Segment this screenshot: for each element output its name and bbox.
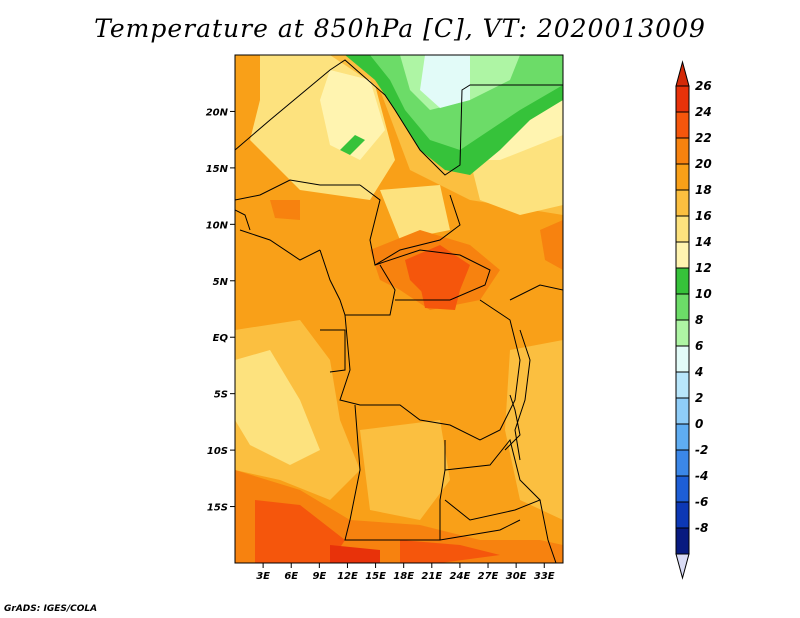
colorbar-segment <box>675 423 690 451</box>
lat-tick-label: 5N <box>213 277 229 288</box>
border-east <box>509 284 563 301</box>
colorbar-segment <box>675 111 690 139</box>
field-14-north <box>320 70 385 160</box>
lon-tick-label: 9E <box>312 571 326 582</box>
field-18-east <box>505 340 563 520</box>
lon-tick-label: 30E <box>506 571 527 582</box>
border-zambia <box>444 438 541 521</box>
lon-tick-label: 33E <box>534 571 555 582</box>
colorbar-label: 2 <box>695 391 703 405</box>
colorbar-label: 14 <box>695 235 712 249</box>
lon-tick-label: 27E <box>478 571 499 582</box>
field-16-atlantic <box>235 350 320 465</box>
colorbar-label: 16 <box>695 209 712 223</box>
border-drc <box>339 299 521 441</box>
temperature-field <box>235 55 563 563</box>
field-22-nw <box>270 200 300 220</box>
border-nigeria <box>235 179 360 201</box>
colorbar-segment <box>675 215 690 243</box>
lon-tick-label: 3E <box>256 571 270 582</box>
field-12-blob <box>340 135 365 155</box>
lon-tick-label: 24E <box>450 571 471 582</box>
lon-tick-label: 18E <box>393 571 414 582</box>
colorbar-label: 8 <box>695 313 703 327</box>
field-24-se <box>400 540 500 563</box>
colorbar-segment <box>675 241 690 269</box>
colorbar-segment <box>675 85 690 113</box>
lon-tick-label: 21E <box>421 571 442 582</box>
chart-title: Temperature at 850hPa [C], VT: 202001300… <box>94 14 706 43</box>
field-26-south <box>330 545 380 563</box>
colorbar-segment <box>675 449 690 477</box>
colorbar-segment <box>675 501 690 529</box>
colorbar-segment <box>675 397 690 425</box>
border-se <box>539 499 557 563</box>
colorbar-label: 20 <box>695 157 712 171</box>
colorbar-bottom-cap <box>675 553 690 580</box>
lon-tick-label: 15E <box>365 571 386 582</box>
latitude-axis: 20N 15N 10N 5N EQ 5S 10S 15S <box>206 107 235 514</box>
colorbar-label: 0 <box>695 417 703 431</box>
colorbar-segment <box>675 163 690 191</box>
lat-tick-label: 10S <box>207 446 228 457</box>
colorbar-segment <box>675 475 690 503</box>
field-16-niger <box>380 185 450 240</box>
lat-tick-label: 5S <box>214 390 228 401</box>
colorbar-label: -8 <box>695 521 708 535</box>
colorbar-label: -4 <box>695 469 708 483</box>
plot-frame <box>234 54 564 564</box>
lat-tick-label: 15S <box>207 503 228 514</box>
lat-tick-label: 20N <box>206 107 229 118</box>
lat-tick-label: EQ <box>213 333 229 344</box>
lat-tick-label: 10N <box>206 220 229 231</box>
colorbar-segment <box>675 345 690 373</box>
border-east-lakes <box>514 329 531 461</box>
field-24-central <box>405 245 470 295</box>
colorbar-label: 24 <box>695 105 712 119</box>
colorbar-label: 18 <box>695 183 712 197</box>
border-lake-tanganyika <box>504 394 521 451</box>
colorbar-segment <box>675 293 690 321</box>
colorbar-label: 12 <box>695 261 712 275</box>
colorbar-segment <box>675 267 690 295</box>
colorbar-label: 6 <box>695 339 703 353</box>
field-16-east <box>470 130 563 215</box>
lon-tick-label: 6E <box>284 571 298 582</box>
country-borders <box>235 59 563 563</box>
colorbar-segment <box>675 319 690 347</box>
field-6 <box>420 55 470 108</box>
border-sahel-north <box>235 59 563 176</box>
colorbar-label: 10 <box>695 287 712 301</box>
lon-tick-label: 12E <box>337 571 358 582</box>
border-nw <box>239 229 321 261</box>
colorbar-segment <box>675 527 690 555</box>
border-south <box>380 519 521 541</box>
colorbar-label: -2 <box>695 443 708 457</box>
colorbar-segment <box>675 189 690 217</box>
colorbar-label: 4 <box>694 365 703 379</box>
colorbar-segment <box>675 137 690 165</box>
colorbar-segment <box>675 371 690 399</box>
colorbar-label: 22 <box>695 131 712 145</box>
border-coast-w <box>235 209 251 231</box>
field-22-east <box>540 220 563 270</box>
longitude-axis: 3E 6E 9E 12E 15E 18E 21E 24E 27E 30E 33E <box>256 563 555 582</box>
colorbar-label: 26 <box>695 79 712 93</box>
field-18-south <box>360 420 450 520</box>
colorbar-top-cap <box>675 60 690 87</box>
border-car <box>374 249 491 301</box>
border-gabon <box>320 329 346 373</box>
border-chad <box>359 184 461 266</box>
credit-text: GrADS: IGES/COLA <box>4 604 98 614</box>
field-24-south <box>255 500 345 563</box>
colorbar-label: -6 <box>695 495 708 509</box>
field-24-cam <box>420 285 460 310</box>
lat-tick-label: 15N <box>206 164 229 175</box>
